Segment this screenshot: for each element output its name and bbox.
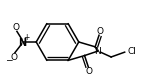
Text: N: N	[94, 47, 101, 56]
Text: O: O	[12, 23, 19, 32]
Text: O: O	[97, 27, 104, 36]
Text: +: +	[23, 33, 30, 42]
Text: O: O	[10, 53, 17, 62]
Text: N: N	[18, 38, 26, 48]
Text: Cl: Cl	[128, 47, 136, 56]
Text: −: −	[5, 55, 13, 64]
Text: O: O	[86, 67, 93, 76]
